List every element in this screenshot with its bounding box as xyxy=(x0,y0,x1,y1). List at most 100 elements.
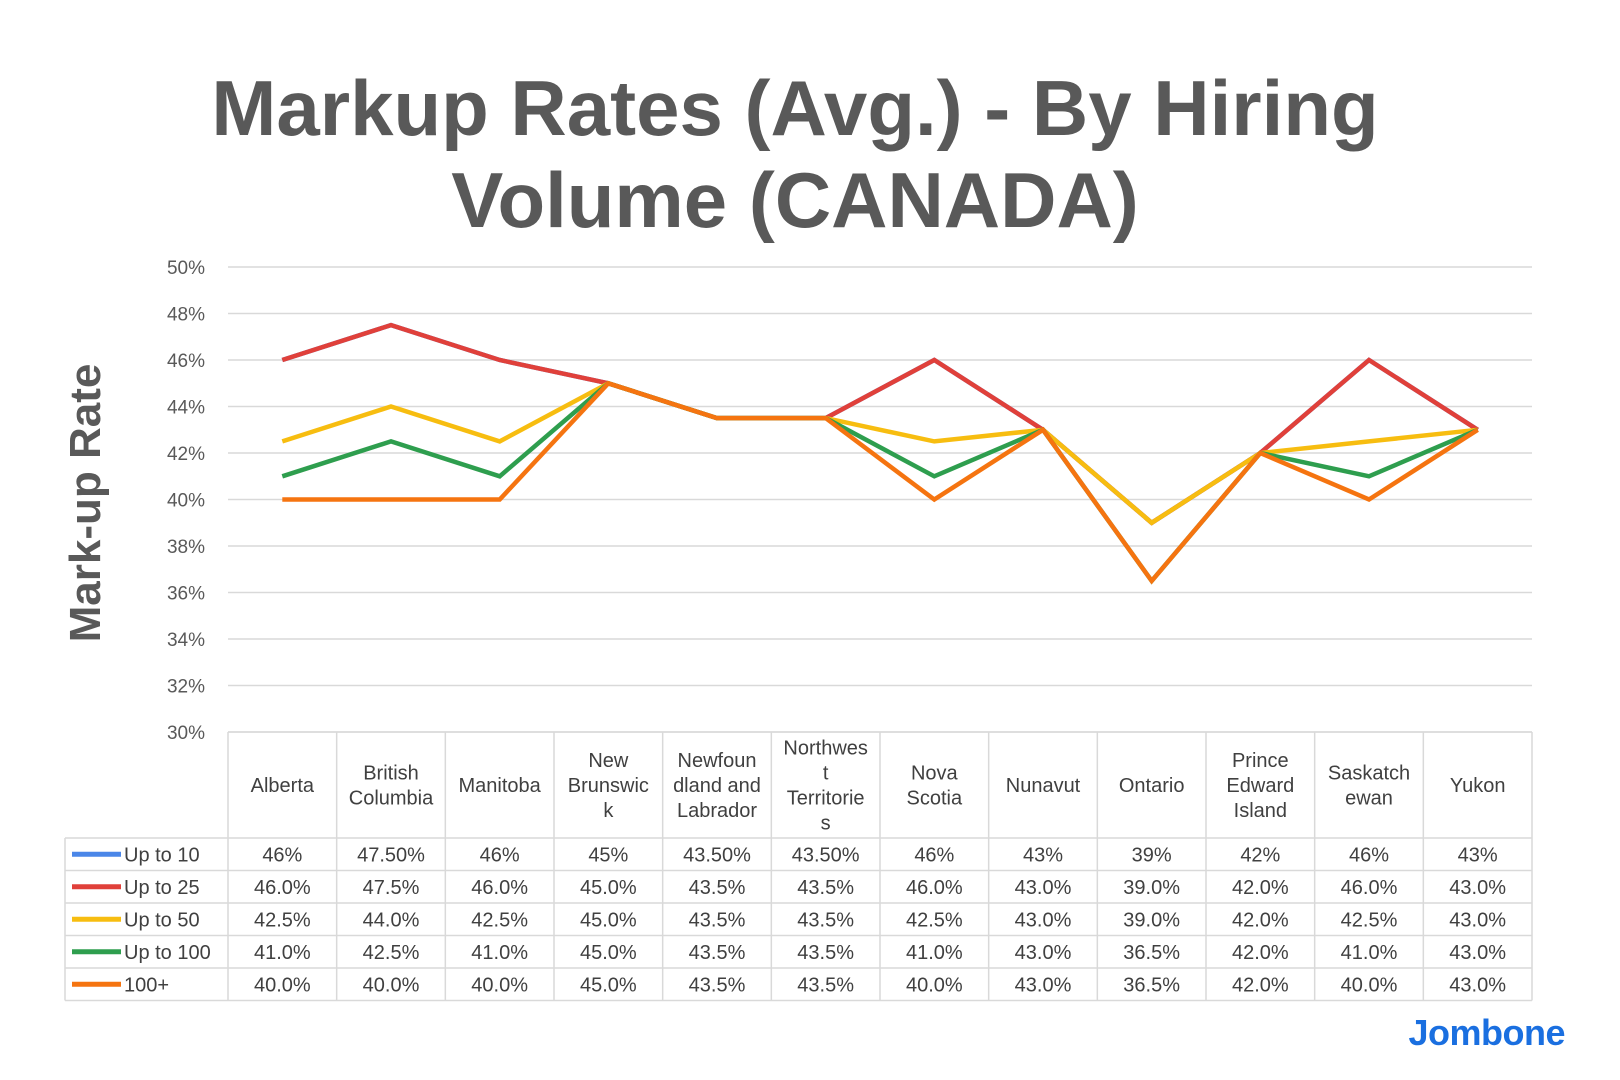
x-category-label-line: ewan xyxy=(1345,788,1393,810)
table-cell-value: 40.0% xyxy=(254,974,311,996)
table-cell-value: 46.0% xyxy=(254,877,311,899)
page-title: Markup Rates (Avg.) - By Hiring Volume (… xyxy=(0,62,1590,246)
table-cell-value: 41.0% xyxy=(1341,942,1398,964)
table-cell-value: 39.0% xyxy=(1123,877,1180,899)
table-cell-value: 43.0% xyxy=(1015,909,1072,931)
legend-label: Up to 25 xyxy=(124,877,200,899)
table-cell-value: 43.5% xyxy=(689,877,746,899)
x-category-label-line: Manitoba xyxy=(459,775,542,797)
table-cell-value: 43.5% xyxy=(689,909,746,931)
y-tick-label: 42% xyxy=(167,444,205,465)
y-axis-tick-labels: 30% 32% 34% 36% 38% 40% 42% 44% 46% 48% 50% xyxy=(167,258,205,744)
x-category-label-line: Alberta xyxy=(251,775,315,797)
x-category-label-line: Northwes xyxy=(783,738,867,760)
legend-label: 100+ xyxy=(124,974,169,996)
y-tick-label: 40% xyxy=(167,491,205,512)
legend-label: Up to 100 xyxy=(124,942,211,964)
table-cell-value: 42.0% xyxy=(1232,942,1289,964)
table-cell-value: 43.50% xyxy=(683,844,751,866)
table-cell-value: 42.5% xyxy=(1341,909,1398,931)
series-line-up-to-50 xyxy=(281,380,1478,526)
x-category-label-line: Ontario xyxy=(1119,775,1185,797)
x-category-label: Saskatch ewan xyxy=(1328,763,1410,810)
legend-label: Up to 10 xyxy=(124,844,200,866)
table-cell-value: 45.0% xyxy=(580,909,637,931)
x-category-label-line: Island xyxy=(1234,800,1287,822)
y-tick-label: 32% xyxy=(167,677,205,698)
table-cell-value: 43.0% xyxy=(1449,877,1506,899)
table-cell-value: 41.0% xyxy=(254,942,311,964)
page-title-line-2: Volume (CANADA) xyxy=(451,156,1139,244)
x-category-label: Yukon xyxy=(1450,775,1506,797)
table-cell-value: 45% xyxy=(588,844,628,866)
table-cell-value: 43% xyxy=(1023,844,1063,866)
table-cell-value: 36.5% xyxy=(1123,974,1180,996)
table-cell-value: 43.0% xyxy=(1015,877,1072,899)
y-tick-label: 44% xyxy=(167,398,205,419)
table-cell-value: 44.0% xyxy=(363,909,420,931)
table-cell-value: 43.50% xyxy=(792,844,860,866)
table-cell-value: 42.0% xyxy=(1232,877,1289,899)
y-tick-label: 38% xyxy=(167,537,205,558)
table-cell-value: 43.5% xyxy=(797,942,854,964)
table-cell-value: 43.5% xyxy=(689,974,746,996)
table-cell-value: 41.0% xyxy=(471,942,528,964)
table-cell-value: 46% xyxy=(914,844,954,866)
table-cell-value: 46% xyxy=(1349,844,1389,866)
x-category-label-line: Nunavut xyxy=(1006,775,1081,797)
x-category-label-line: t xyxy=(823,763,829,785)
table-cell-value: 47.50% xyxy=(357,844,425,866)
x-category-label: Newfoun dland and Labrador xyxy=(673,750,761,822)
x-category-label-line: Brunswic xyxy=(568,775,649,797)
series-line-up-to-10 xyxy=(281,322,1479,526)
x-category-label-line: s xyxy=(821,813,831,835)
x-category-label-line: Saskatch xyxy=(1328,763,1410,785)
y-tick-label: 50% xyxy=(167,258,205,279)
table-cell-value: 39.0% xyxy=(1123,909,1180,931)
x-category-label: Prince Edward Island xyxy=(1226,750,1294,822)
x-category-label-line: Columbia xyxy=(349,788,434,810)
x-category-label-line: Prince xyxy=(1232,750,1289,772)
brand-logo: Jombone xyxy=(1408,1012,1565,1053)
table-cell-value: 42.5% xyxy=(471,909,528,931)
x-category-label: Nova Scotia xyxy=(907,763,963,810)
table-cell-value: 40.0% xyxy=(363,974,420,996)
x-category-label: Nunavut xyxy=(1006,775,1081,797)
table-cell-value: 43.0% xyxy=(1449,909,1506,931)
table-cell-value: 47.5% xyxy=(363,877,420,899)
table-cell-value: 42% xyxy=(1240,844,1280,866)
series-line-100- xyxy=(282,380,1479,585)
legend-label: Up to 50 xyxy=(124,909,200,931)
table-cell-value: 39% xyxy=(1132,844,1172,866)
y-tick-label: 34% xyxy=(167,630,205,651)
table-cell-value: 46.0% xyxy=(471,877,528,899)
table-cell-value: 46.0% xyxy=(906,877,963,899)
page-title-line-1: Markup Rates (Avg.) - By Hiring xyxy=(211,64,1379,152)
x-category-label-line: Newfoun xyxy=(678,750,757,772)
y-tick-label: 46% xyxy=(167,351,205,372)
x-category-label-line: Edward xyxy=(1226,775,1294,797)
x-category-label-line: New xyxy=(588,750,629,772)
table-cell-value: 42.5% xyxy=(906,909,963,931)
x-category-label: British Columbia xyxy=(349,763,434,810)
table-cell-value: 43.5% xyxy=(689,942,746,964)
x-category-label: Northwes t Territorie s xyxy=(783,738,867,835)
table-cell-value: 45.0% xyxy=(580,974,637,996)
table-cell-value: 43.5% xyxy=(797,909,854,931)
data-table: Alberta British Columbia Manitoba New Brunswi… xyxy=(64,731,1533,1002)
x-category-label-line: k xyxy=(603,800,614,822)
x-category-label: New Brunswic k xyxy=(568,750,649,822)
table-cell-value: 36.5% xyxy=(1123,942,1180,964)
y-tick-label: 30% xyxy=(167,723,205,744)
x-category-label-line: Scotia xyxy=(907,788,963,810)
table-cell-value: 43.5% xyxy=(797,877,854,899)
y-tick-label: 48% xyxy=(167,305,205,326)
x-category-label-line: Territorie xyxy=(787,788,865,810)
x-category-label: Alberta xyxy=(251,775,315,797)
table-cell-value: 42.5% xyxy=(363,942,420,964)
table-cell-value: 43% xyxy=(1458,844,1498,866)
y-axis-label: Mark-up Rate xyxy=(61,364,110,643)
x-category-label-line: dland and xyxy=(673,775,761,797)
table-cell-value: 42.0% xyxy=(1232,974,1289,996)
